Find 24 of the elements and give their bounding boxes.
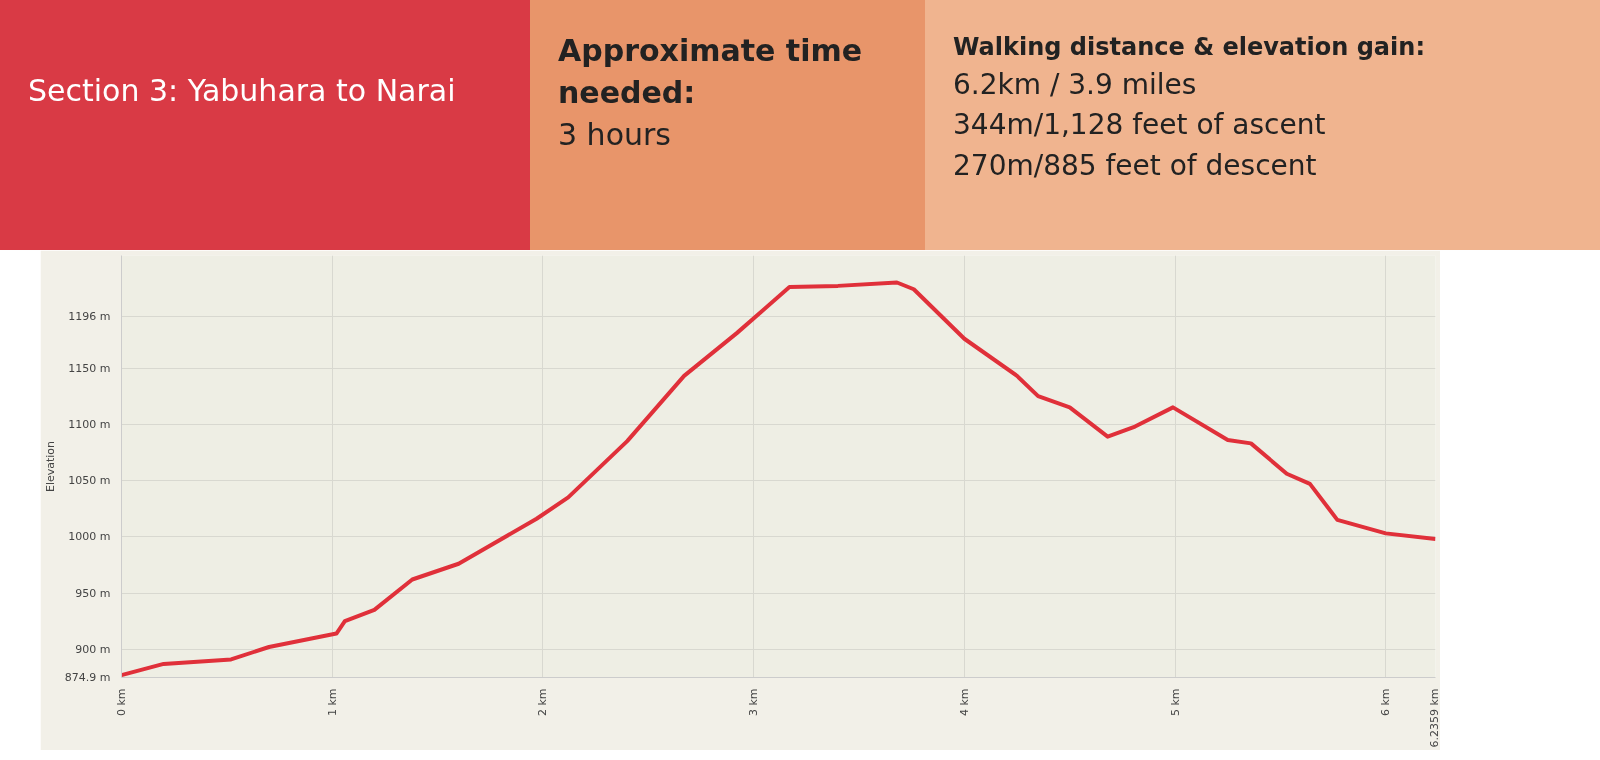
x-tick-label: 3 km [747,688,761,717]
y-tick-label: 1150 m [68,361,111,375]
y-tick-label: 874.9 m [64,671,111,684]
text: 6.2km / 3.9 miles [953,66,1198,103]
x-tick-label: 1 km [325,688,339,717]
x-tick-label: 6.2359 km [1427,688,1441,748]
x-tick-label: 5 km [1168,688,1182,717]
y-tick-label: 1050 m [68,474,111,488]
text: 270m/885 feet of descent [953,148,1318,184]
chart-title: Section 3: Yabuhara to Narai [28,72,457,110]
text: 344m/1,128 feet of ascent [953,107,1327,144]
y-tick-label: 1100 m [68,417,111,431]
x-tick-label: 6 km [1379,688,1393,717]
text: 3 hours [558,116,672,154]
y-tick-label: 1196 m [68,309,111,323]
text: Approximate time needed: [558,32,864,112]
x-tick-label: 4 km [957,688,971,717]
text: Walking distance & elevation gain: [953,32,1426,63]
x-tick-label: 2 km [536,688,550,717]
y-tick-label: 950 m [75,586,111,600]
y-axis-title: Elevation [43,440,57,493]
y-tick-label: 900 m [75,642,111,656]
x-tick-label: 0 km [115,688,128,717]
y-tick-label: 1000 m [68,530,111,544]
